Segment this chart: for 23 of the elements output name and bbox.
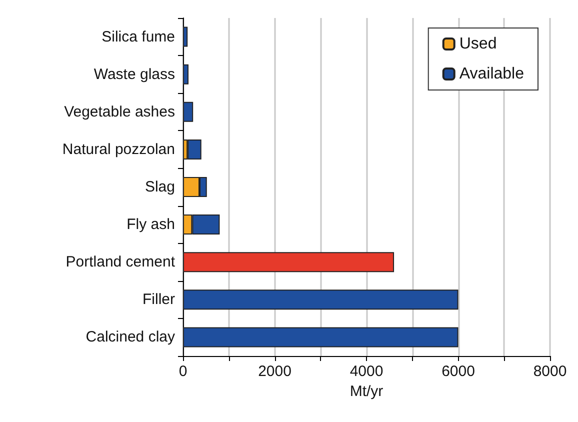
x-tick-label: 8000 xyxy=(533,363,567,380)
y-tick-label: Natural pozzolan xyxy=(62,140,175,158)
y-tick-label: Portland cement xyxy=(66,254,176,271)
bar xyxy=(183,102,194,122)
bar xyxy=(183,327,458,348)
x-axis-title: Mt/yr xyxy=(350,383,384,400)
bar xyxy=(183,26,188,47)
y-tick-label: Filler xyxy=(142,291,175,308)
x-tick-label: 2000 xyxy=(258,363,292,380)
y-tick-label: Fly ash xyxy=(126,216,175,234)
legend-label: Used xyxy=(459,36,497,52)
legend-label: Available xyxy=(459,66,524,82)
bar xyxy=(183,290,458,310)
y-tick-label: Slag xyxy=(144,178,175,196)
bar xyxy=(183,64,189,84)
y-tick-label: Vegetable ashes xyxy=(64,103,175,120)
y-tick-label: Calcined clay xyxy=(86,328,176,346)
x-tick-label: 6000 xyxy=(442,363,475,380)
bar xyxy=(183,252,394,272)
x-tick-label: 4000 xyxy=(350,363,384,380)
x-tick-label: 0 xyxy=(178,363,188,380)
y-tick-label: Waste glass xyxy=(94,66,175,83)
y-tick-label: Silica fume xyxy=(102,28,175,46)
